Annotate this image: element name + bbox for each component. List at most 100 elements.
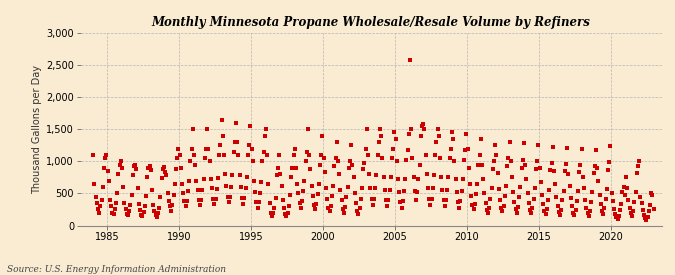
Point — [340, 205, 350, 209]
Point — [361, 127, 372, 131]
Point — [365, 186, 376, 191]
Point — [126, 192, 137, 197]
Point — [395, 200, 406, 205]
Point — [547, 144, 558, 149]
Point — [148, 203, 159, 207]
Point — [442, 187, 453, 192]
Point — [580, 198, 591, 202]
Point — [125, 203, 136, 207]
Point — [620, 192, 630, 197]
Point — [539, 209, 550, 214]
Point — [114, 162, 125, 167]
Point — [209, 202, 220, 206]
Point — [142, 175, 153, 179]
Point — [410, 189, 421, 194]
Point — [382, 204, 393, 208]
Point — [472, 182, 483, 186]
Point — [203, 146, 214, 151]
Point — [102, 169, 113, 173]
Point — [305, 167, 316, 171]
Point — [416, 124, 427, 128]
Point — [614, 214, 624, 218]
Point — [429, 173, 439, 178]
Point — [215, 143, 225, 147]
Point — [467, 203, 478, 207]
Point — [443, 175, 454, 180]
Point — [475, 137, 486, 141]
Point — [296, 199, 307, 203]
Point — [296, 205, 306, 210]
Point — [242, 175, 252, 179]
Point — [498, 204, 509, 208]
Point — [515, 185, 526, 189]
Point — [284, 204, 294, 208]
Point — [540, 212, 551, 216]
Point — [155, 195, 166, 199]
Point — [319, 170, 330, 174]
Point — [458, 177, 468, 182]
Point — [185, 159, 196, 164]
Point — [576, 147, 587, 151]
Point — [277, 198, 288, 202]
Point — [216, 117, 227, 122]
Point — [176, 166, 186, 170]
Point — [621, 175, 632, 180]
Point — [252, 205, 263, 210]
Point — [628, 209, 639, 213]
Point — [640, 216, 651, 220]
Point — [345, 159, 356, 164]
Point — [327, 194, 338, 198]
Point — [231, 121, 242, 125]
Point — [452, 190, 462, 194]
Point — [174, 153, 185, 157]
Point — [490, 143, 501, 147]
Point — [275, 172, 286, 176]
Point — [324, 209, 335, 214]
Point — [106, 204, 117, 208]
Point — [616, 202, 626, 206]
Point — [290, 166, 301, 170]
Point — [533, 143, 544, 147]
Point — [618, 185, 629, 189]
Point — [265, 210, 276, 215]
Point — [236, 196, 247, 200]
Point — [462, 146, 473, 151]
Point — [524, 208, 535, 212]
Point — [385, 175, 396, 180]
Point — [342, 185, 353, 189]
Point — [256, 180, 267, 184]
Point — [376, 133, 387, 138]
Point — [105, 198, 115, 202]
Point — [418, 122, 429, 126]
Point — [413, 177, 424, 182]
Point — [568, 210, 578, 215]
Point — [100, 156, 111, 160]
Point — [191, 178, 202, 183]
Point — [238, 202, 248, 206]
Point — [207, 186, 217, 191]
Point — [587, 190, 598, 195]
Point — [227, 173, 238, 178]
Point — [396, 205, 407, 210]
Point — [508, 190, 518, 194]
Point — [433, 133, 444, 138]
Point — [538, 202, 549, 207]
Point — [601, 187, 612, 191]
Point — [279, 205, 290, 210]
Point — [512, 205, 523, 209]
Point — [629, 200, 640, 204]
Point — [475, 153, 485, 157]
Point — [400, 177, 410, 182]
Point — [321, 186, 331, 191]
Point — [358, 167, 369, 171]
Point — [161, 173, 171, 178]
Point — [469, 202, 480, 206]
Point — [426, 196, 437, 201]
Point — [302, 127, 313, 131]
Point — [258, 150, 269, 154]
Point — [460, 148, 470, 153]
Point — [151, 214, 162, 219]
Point — [171, 156, 182, 160]
Point — [535, 180, 546, 184]
Point — [556, 208, 567, 212]
